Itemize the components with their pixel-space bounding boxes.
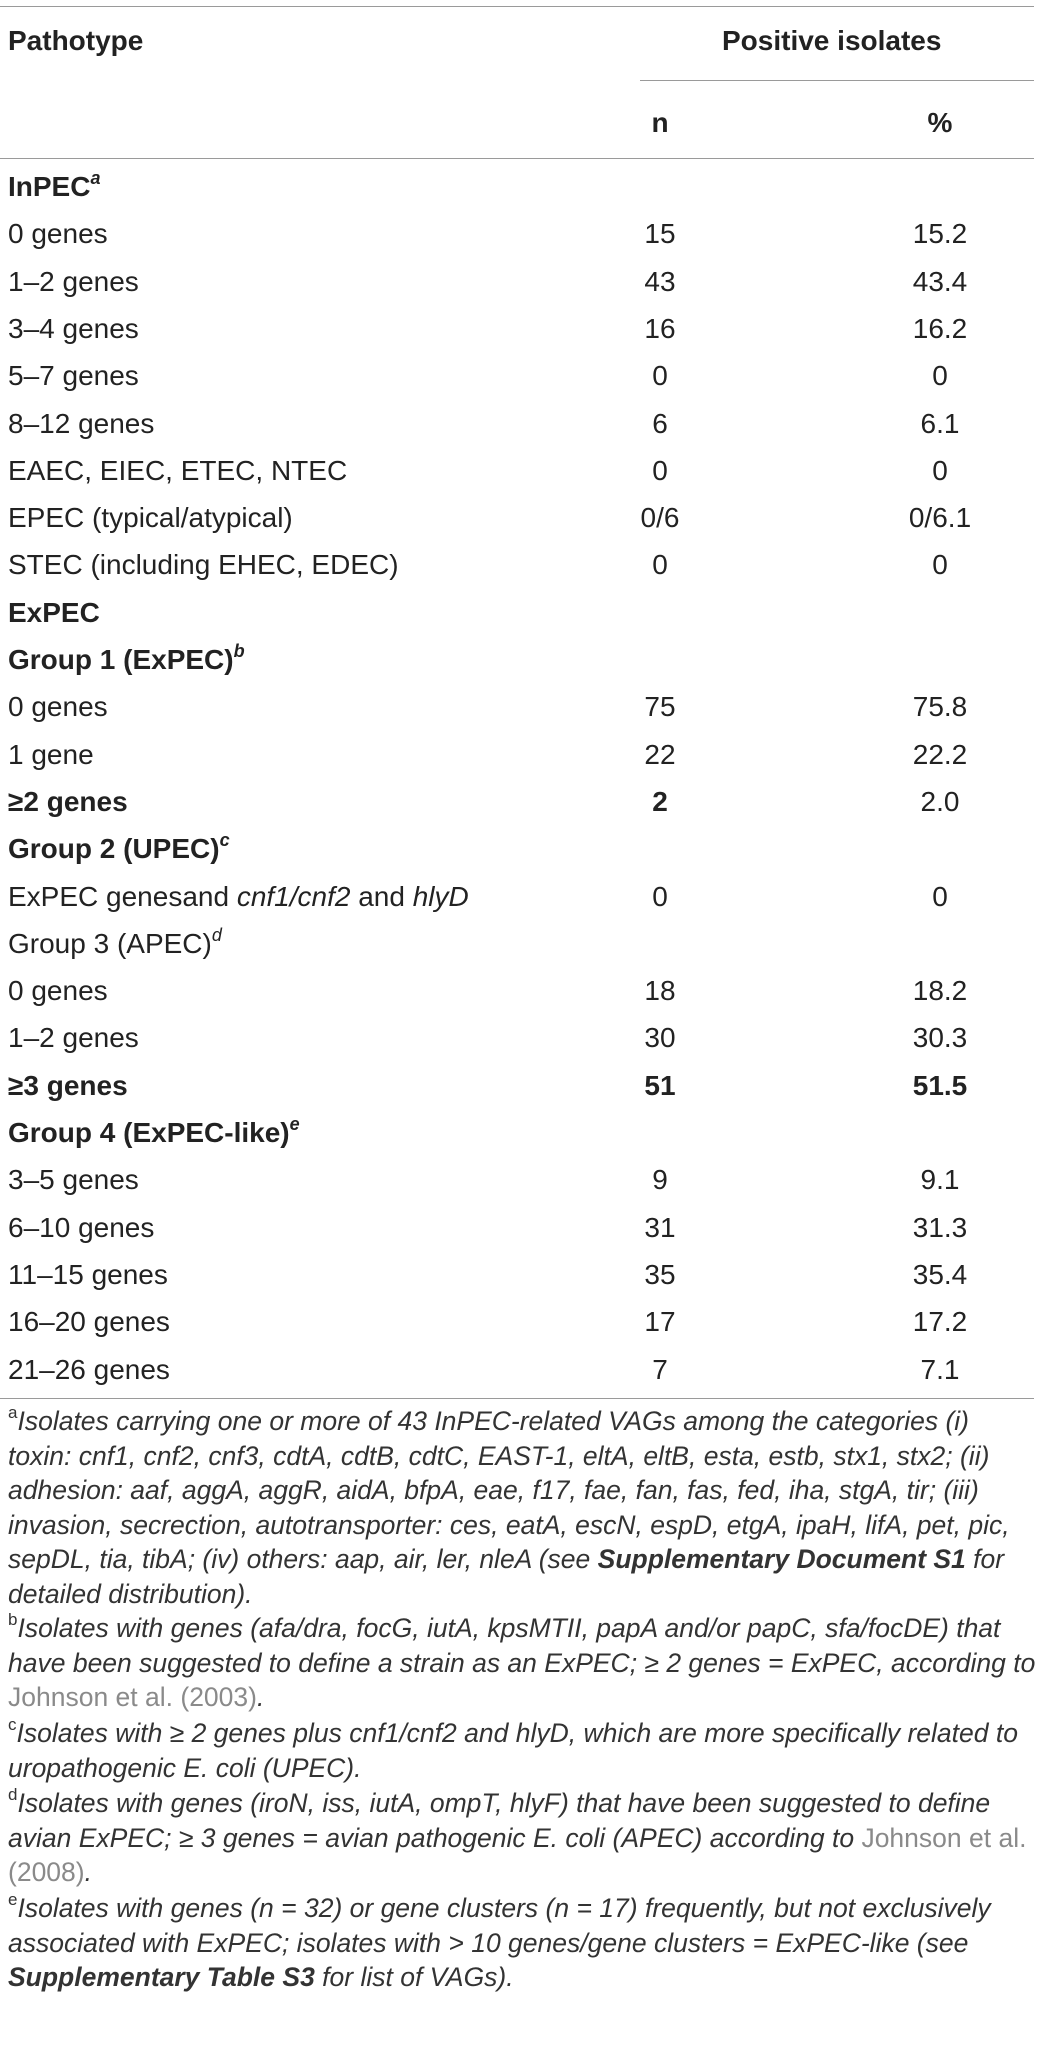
footnote-e: eIsolates with genes (n = 32) or gene cl… xyxy=(8,1890,991,1992)
row-n-value: 0 xyxy=(652,360,668,391)
header-rule xyxy=(0,158,1034,159)
row-pct-value: 31.3 xyxy=(912,1212,968,1243)
header-subrule xyxy=(640,80,1034,81)
row-pct-value: 0/6.1 xyxy=(908,502,972,533)
row-label: 16–20 genes xyxy=(8,1306,170,1337)
row-n-value: 22 xyxy=(644,739,676,770)
row-label: 1 gene xyxy=(8,739,94,770)
row-pct-value: 35.4 xyxy=(912,1259,968,1290)
row-n-value: 43 xyxy=(644,266,676,297)
header-pct: % xyxy=(927,107,953,138)
row-n-value: 18 xyxy=(644,975,676,1006)
row-pct-value: 16.2 xyxy=(912,313,968,344)
row-pct-value: 15.2 xyxy=(912,218,968,249)
row-label: Group 1 (ExPEC)b xyxy=(8,640,245,675)
row-pct-value: 22.2 xyxy=(912,739,968,770)
row-n-value: 2 xyxy=(652,786,668,817)
row-pct-value: 0 xyxy=(932,360,948,391)
row-label: 1–2 genes xyxy=(8,1022,139,1053)
footnote-d: dIsolates with genes (iroN, iss, iutA, o… xyxy=(8,1785,1027,1888)
row-pct-value: 0 xyxy=(932,455,948,486)
row-n-value: 9 xyxy=(652,1164,668,1195)
row-pct-value: 0 xyxy=(932,549,948,580)
header-n: n xyxy=(651,107,669,138)
row-label: 11–15 genes xyxy=(8,1259,168,1290)
row-label: 8–12 genes xyxy=(8,408,155,439)
row-pct-value: 18.2 xyxy=(912,975,968,1006)
row-n-value: 51 xyxy=(644,1070,676,1101)
row-pct-value: 0 xyxy=(932,881,948,912)
header-positive-isolates: Positive isolates xyxy=(722,25,942,56)
row-n-value: 0 xyxy=(652,881,668,912)
row-pct-value: 9.1 xyxy=(920,1164,960,1195)
row-n-value: 30 xyxy=(644,1022,676,1053)
row-label: ExPEC xyxy=(8,597,100,628)
row-label: STEC (including EHEC, EDEC) xyxy=(8,549,399,580)
row-label: 1–2 genes xyxy=(8,266,139,297)
footnote-b: bIsolates with genes (afa/dra, focG, iut… xyxy=(8,1610,1036,1712)
table-bottom-rule xyxy=(0,1398,1034,1399)
row-pct-value: 6.1 xyxy=(920,408,960,439)
row-pct-value: 75.8 xyxy=(912,691,968,722)
row-pct-value: 51.5 xyxy=(912,1070,968,1101)
footnote-a: aIsolates carrying one or more of 43 InP… xyxy=(8,1403,1010,1609)
row-pct-value: 7.1 xyxy=(920,1354,960,1385)
header-pathotype: Pathotype xyxy=(8,25,144,56)
row-n-value: 35 xyxy=(644,1259,676,1290)
row-label: Group 4 (ExPEC-like)e xyxy=(8,1113,300,1148)
row-n-value: 15 xyxy=(644,218,676,249)
top-rule xyxy=(0,6,1034,7)
row-label: ≥2 genes xyxy=(8,786,128,817)
row-label: 0 genes xyxy=(8,691,108,722)
row-n-value: 0/6 xyxy=(640,502,680,533)
row-label: EAEC, EIEC, ETEC, NTEC xyxy=(8,455,348,486)
row-label: 6–10 genes xyxy=(8,1212,155,1243)
row-label: ExPEC genesand cnf1/cnf2 and hlyD xyxy=(8,881,469,912)
row-n-value: 17 xyxy=(644,1306,676,1337)
row-pct-value: 43.4 xyxy=(912,266,968,297)
row-label: 3–5 genes xyxy=(8,1164,139,1195)
row-n-value: 75 xyxy=(644,691,676,722)
row-n-value: 0 xyxy=(652,549,668,580)
footnote-c: cIsolates with ≥ 2 genes plus cnf1/cnf2 … xyxy=(8,1715,1018,1783)
row-label: InPECa xyxy=(8,167,101,202)
row-n-value: 6 xyxy=(652,408,668,439)
row-pct-value: 2.0 xyxy=(920,786,960,817)
row-label: EPEC (typical/atypical) xyxy=(8,502,293,533)
row-n-value: 31 xyxy=(644,1212,676,1243)
row-label: 5–7 genes xyxy=(8,360,139,391)
row-pct-value: 17.2 xyxy=(912,1306,968,1337)
row-label: ≥3 genes xyxy=(8,1070,128,1101)
ref-link-johnson-2008[interactable]: Johnson et al. (2008) xyxy=(8,1822,1027,1888)
row-label: 0 genes xyxy=(8,218,108,249)
row-label: 21–26 genes xyxy=(8,1354,170,1385)
row-n-value: 0 xyxy=(652,455,668,486)
row-label: Group 3 (APEC)d xyxy=(8,924,222,959)
row-n-value: 16 xyxy=(644,313,676,344)
row-label: 0 genes xyxy=(8,975,108,1006)
row-n-value: 7 xyxy=(652,1354,668,1385)
row-label: 3–4 genes xyxy=(8,313,139,344)
row-pct-value: 30.3 xyxy=(912,1022,968,1053)
ref-link-johnson-2003[interactable]: Johnson et al. (2003) xyxy=(8,1682,257,1712)
row-label: Group 2 (UPEC)c xyxy=(8,829,230,864)
